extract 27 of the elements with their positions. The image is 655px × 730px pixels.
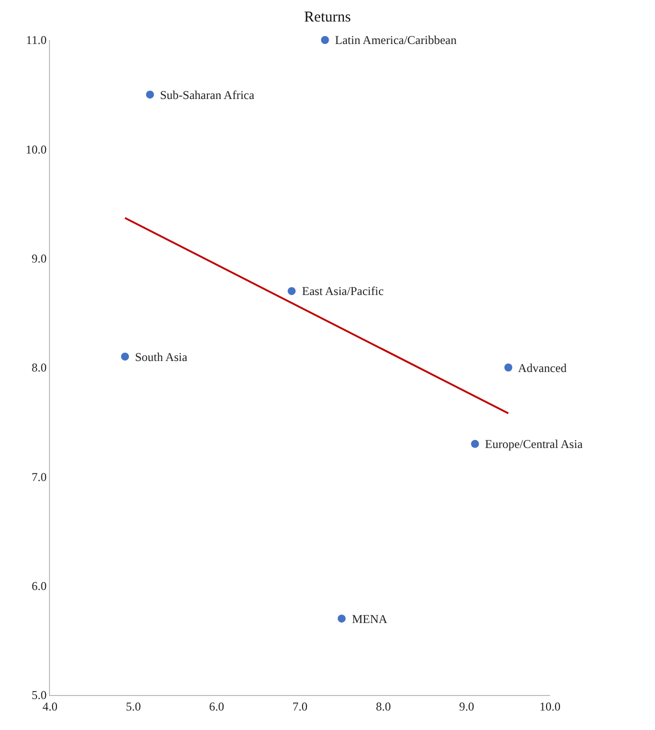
point bbox=[121, 352, 129, 361]
y-tick-label: 7.0 bbox=[32, 470, 47, 484]
annotation: MENA bbox=[352, 612, 388, 626]
x-tick-label: 8.0 bbox=[376, 699, 391, 714]
point bbox=[288, 287, 296, 296]
y-tick-label: 6.0 bbox=[32, 579, 47, 594]
x-tick-label: 10.0 bbox=[540, 699, 560, 714]
point bbox=[321, 36, 329, 44]
y-tick-label: 9.0 bbox=[32, 252, 47, 266]
point bbox=[504, 364, 512, 372]
annotation: Europe/Central Asia bbox=[485, 437, 584, 451]
annotation: Sub-Saharan Africa bbox=[160, 88, 255, 102]
x-tick-label: 9.0 bbox=[459, 699, 474, 714]
point bbox=[146, 90, 154, 99]
annotation: Advanced bbox=[518, 361, 567, 375]
point bbox=[338, 614, 346, 623]
annotation: South Asia bbox=[135, 350, 188, 364]
chart-title: Returns bbox=[304, 9, 351, 26]
y-tick-label: 11.0 bbox=[26, 33, 47, 48]
point bbox=[471, 440, 479, 448]
y-tick-label: 10.0 bbox=[26, 142, 47, 156]
x-tick-label: 5.0 bbox=[126, 699, 141, 714]
annotation: Latin America/Caribbean bbox=[335, 33, 457, 47]
y-tick-label: 8.0 bbox=[32, 360, 47, 375]
x-tick-label: 6.0 bbox=[209, 699, 224, 714]
x-tick-label: 7.0 bbox=[292, 699, 308, 714]
annotation: East Asia/Pacific bbox=[302, 284, 384, 298]
